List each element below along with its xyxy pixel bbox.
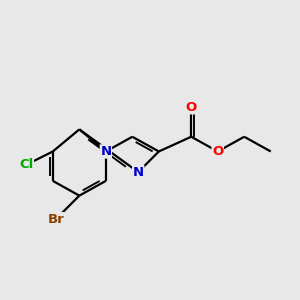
Text: Cl: Cl bbox=[19, 158, 34, 171]
Text: O: O bbox=[186, 101, 197, 114]
Text: N: N bbox=[133, 166, 144, 178]
Text: O: O bbox=[212, 145, 223, 158]
Text: Br: Br bbox=[47, 213, 64, 226]
Text: N: N bbox=[100, 145, 111, 158]
